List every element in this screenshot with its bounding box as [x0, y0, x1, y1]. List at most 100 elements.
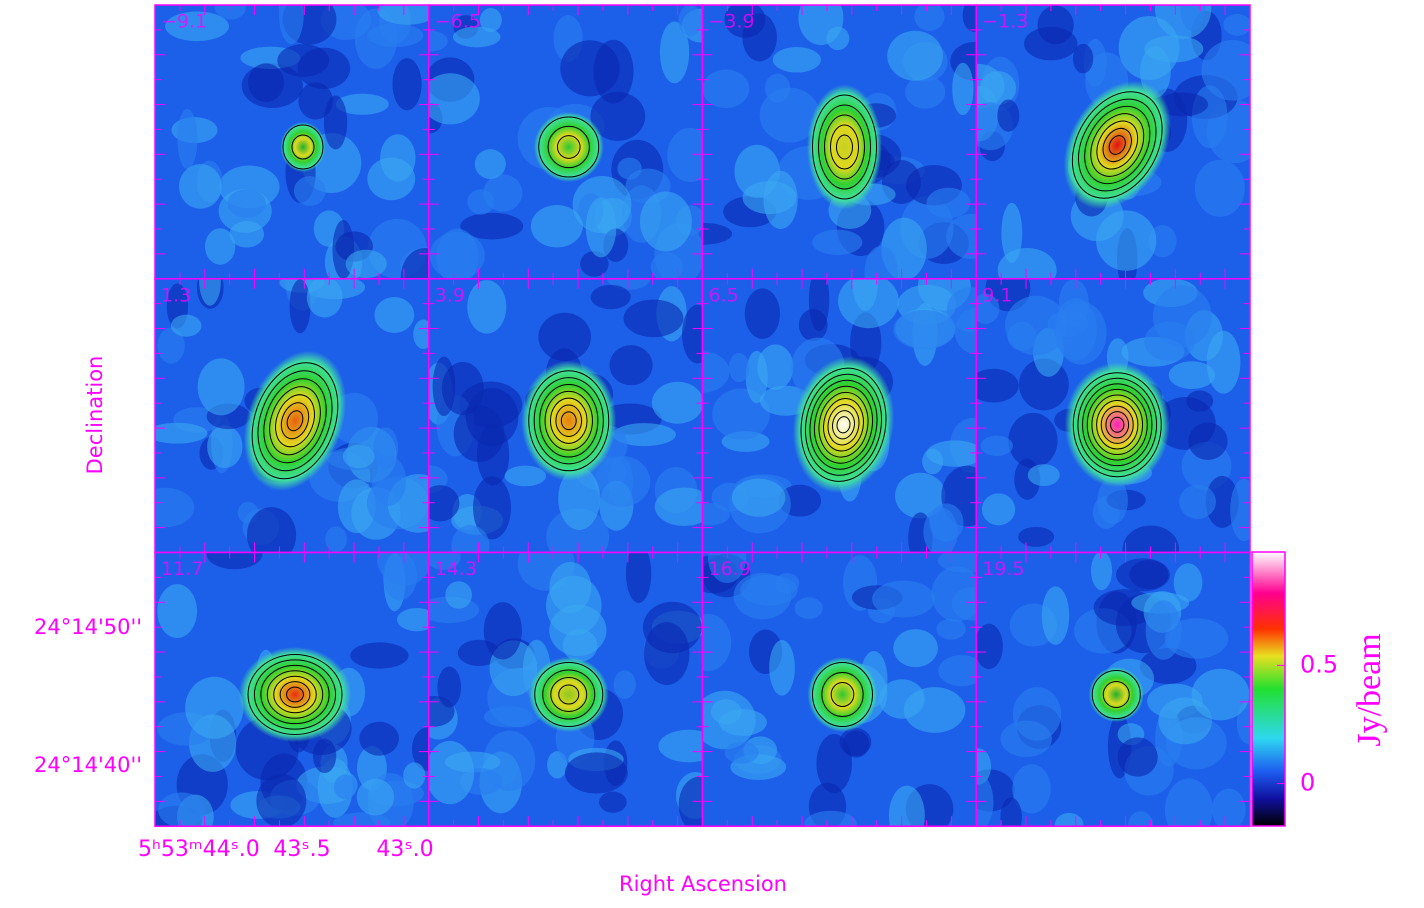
noise-blob	[926, 187, 971, 219]
channel-panel	[702, 552, 977, 827]
contour	[1110, 416, 1125, 433]
noise-blob	[639, 191, 692, 252]
noise-blob	[278, 5, 304, 45]
noise-blob	[1128, 811, 1153, 827]
noise-blob	[204, 228, 236, 265]
noise-blob	[1223, 14, 1250, 36]
noise-blob	[879, 679, 925, 719]
panel-frame	[975, 551, 1251, 827]
noise-blob	[1054, 812, 1084, 827]
noise-blob	[1024, 26, 1078, 61]
contour	[253, 659, 337, 730]
noise-blob	[769, 640, 795, 696]
y-tick-label: 24°14'50''	[34, 615, 142, 639]
noise-blob	[428, 552, 461, 571]
noise-blob	[227, 189, 267, 218]
noise-blob	[997, 247, 1057, 279]
noise-blob	[864, 245, 898, 279]
x-tick-label: 5ʰ53ᵐ44ˢ.0	[138, 837, 260, 862]
noise-blob	[293, 176, 326, 206]
channel-panel	[428, 552, 703, 827]
noise-blob	[1001, 202, 1023, 264]
noise-blob	[483, 602, 522, 660]
noise-blob	[1145, 600, 1182, 660]
noise-blob	[1148, 225, 1177, 258]
noise-blob	[1012, 764, 1051, 814]
contour	[533, 377, 604, 465]
noise-blob	[437, 666, 462, 708]
noise-blob	[333, 812, 391, 827]
noise-blob	[617, 157, 642, 180]
noise-blob	[733, 572, 792, 620]
source	[807, 84, 882, 210]
noise-blob	[472, 476, 512, 540]
noise-blob	[893, 629, 938, 668]
channel-panel	[702, 278, 977, 553]
noise-blob	[702, 351, 730, 393]
noise-blob	[609, 345, 653, 386]
colorbar-tick-label: 0.5	[1300, 650, 1338, 678]
contour	[812, 94, 877, 200]
noise-blob	[474, 149, 506, 179]
noise-blob	[479, 7, 502, 33]
noise-blob	[1173, 563, 1203, 602]
noise-blob	[460, 212, 524, 240]
noise-blob	[177, 108, 198, 170]
contour	[1091, 670, 1141, 719]
noise-blob	[997, 99, 1020, 132]
noise-blob	[436, 228, 479, 279]
source-emission	[533, 112, 604, 182]
noise-blob	[157, 327, 185, 364]
contour	[822, 397, 865, 452]
contour	[556, 135, 581, 159]
source-emission	[807, 657, 878, 732]
colorbar	[1251, 551, 1286, 827]
contour	[831, 410, 856, 440]
noise-blob	[229, 220, 265, 248]
noise-blob	[1129, 560, 1169, 590]
noise-blob	[980, 435, 1013, 457]
panel-label: 16.9	[709, 558, 751, 580]
noise-blob	[1041, 586, 1070, 645]
contour	[550, 677, 588, 712]
source	[521, 360, 617, 481]
noise-blob	[923, 507, 958, 553]
noise-blob	[1018, 526, 1055, 547]
noise-blob	[335, 93, 389, 115]
noise-blob	[612, 423, 676, 447]
noise-blob	[1206, 330, 1241, 394]
noise-blob	[962, 5, 977, 33]
panel-label: −1.3	[982, 11, 1028, 33]
noise-blob	[594, 456, 651, 507]
noise-blob	[1072, 43, 1094, 74]
noise-blob	[428, 740, 475, 805]
noise-blob	[342, 444, 375, 469]
contour	[818, 391, 869, 458]
noise-blob	[651, 381, 703, 424]
noise-blob	[654, 487, 703, 527]
noise-blob	[794, 597, 823, 620]
contour	[549, 397, 588, 444]
noise-blob	[403, 762, 426, 789]
noise-blob	[377, 5, 429, 25]
noise-blob	[306, 278, 343, 318]
noise-blob	[1000, 797, 1022, 827]
contour	[804, 373, 883, 476]
channel-panel	[155, 552, 429, 827]
noise-blob	[658, 729, 703, 763]
noise-blob	[1168, 361, 1216, 390]
noise-blob	[1117, 737, 1158, 777]
contour	[534, 662, 604, 727]
panel-label: 14.3	[435, 558, 477, 580]
channel-panel	[428, 5, 703, 279]
noise-blob	[1008, 412, 1058, 469]
noise-blob	[580, 250, 609, 277]
panel-label: 1.3	[161, 284, 191, 306]
contour	[836, 416, 851, 434]
noise-blob	[590, 284, 631, 310]
panel-label: 3.9	[435, 284, 465, 306]
noise-blob	[298, 82, 333, 120]
noise-blob	[428, 695, 455, 727]
noise-blob	[359, 721, 399, 756]
noise-blob	[246, 507, 297, 553]
